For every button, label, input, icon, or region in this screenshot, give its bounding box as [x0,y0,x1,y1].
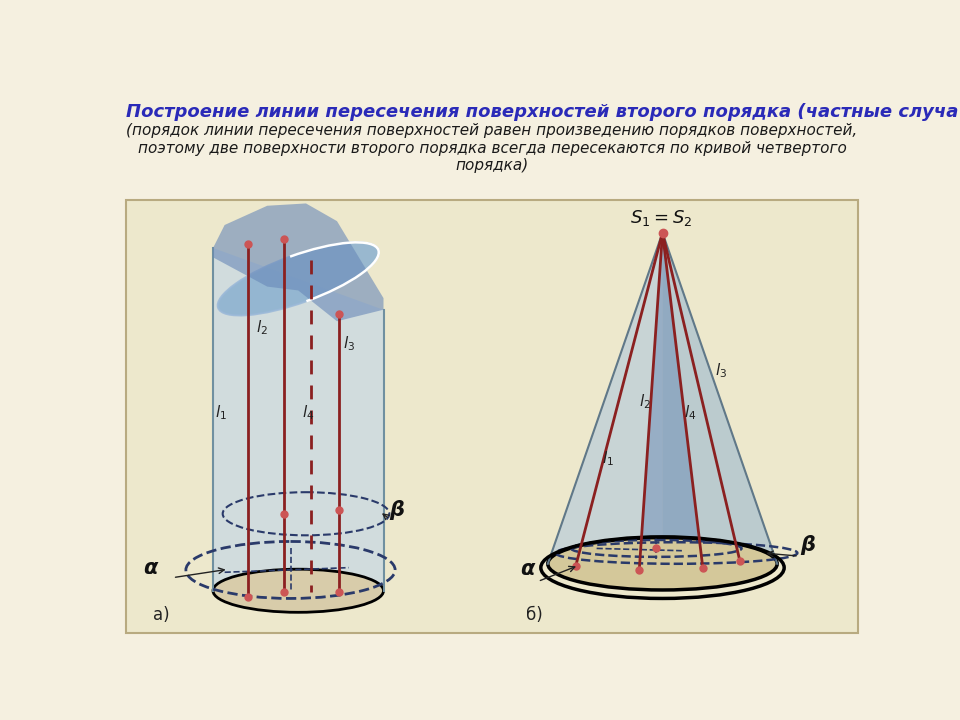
Text: Построение линии пересечения поверхностей второго порядка (частные случа: Построение линии пересечения поверхносте… [126,104,959,122]
Polygon shape [662,233,778,590]
Text: $l_1$: $l_1$ [214,403,227,422]
Ellipse shape [218,243,379,315]
Polygon shape [639,233,701,567]
Text: β: β [801,535,815,554]
Text: (порядок линии пересечения поверхностей равен произведению порядков поверхностей: (порядок линии пересечения поверхностей … [127,123,857,173]
Text: $l_2$: $l_2$ [255,319,268,338]
Text: $l_4$: $l_4$ [302,403,315,422]
Text: $S_1{=}S_2$: $S_1{=}S_2$ [630,209,692,228]
Text: $l_2$: $l_2$ [639,392,651,410]
Text: β: β [390,500,405,520]
Text: $l_3$: $l_3$ [344,334,355,353]
Polygon shape [213,248,383,590]
Text: α: α [520,559,535,580]
Polygon shape [213,204,383,321]
Ellipse shape [548,538,778,590]
Text: $l_3$: $l_3$ [715,361,728,380]
Text: б): б) [526,606,542,624]
Text: $l_4$: $l_4$ [684,403,697,422]
Text: а): а) [153,606,169,624]
Text: $l_1$: $l_1$ [602,450,614,469]
Ellipse shape [213,570,383,612]
Text: α: α [143,558,157,578]
Polygon shape [548,233,662,590]
Bar [126,200,858,633]
